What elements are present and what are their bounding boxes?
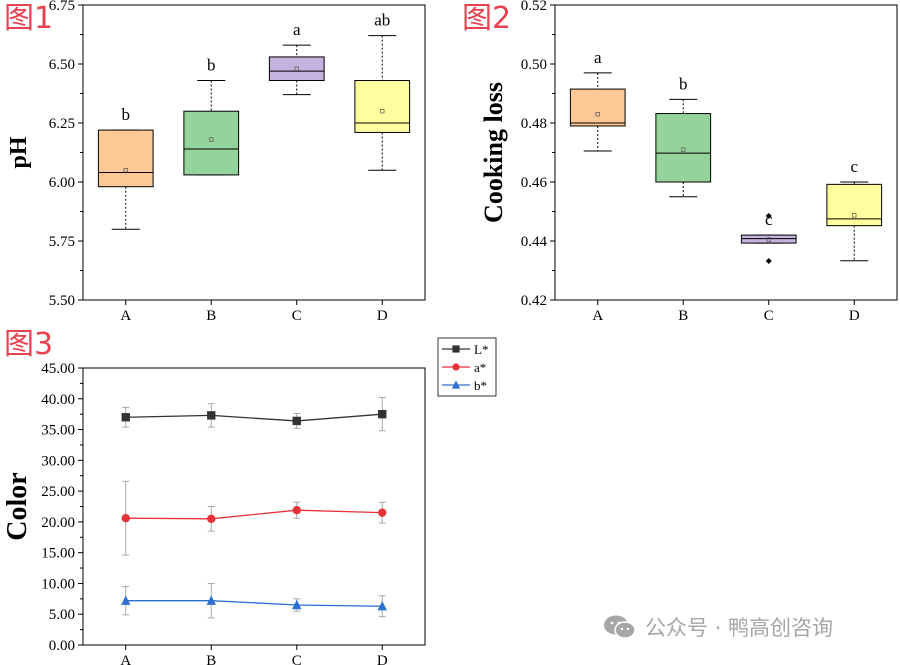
panel-1-box-B [183, 110, 240, 176]
panel-2-outlier [765, 258, 772, 265]
panel-1-xtick-label: D [377, 308, 388, 324]
panel-2-outlier [765, 212, 772, 219]
panel-2-mean-marker [852, 213, 857, 218]
panel-1-ytick-label: 6.50 [49, 57, 75, 73]
panel-2-mean-marker [766, 237, 771, 242]
panel-2-significance-letter: b [679, 74, 688, 93]
panel-1-ytick-label: 6.75 [49, 0, 75, 14]
panel-1-xtick-label: B [206, 308, 216, 324]
figure-label-3: 图3 [4, 327, 54, 362]
panel-3-ytick-label: 15.00 [41, 546, 75, 562]
panel-3-ytick-label: 20.00 [41, 515, 75, 531]
panel-2-box-A [569, 88, 626, 127]
panel-3-point-a* [207, 514, 216, 524]
panel-2-xtick-label: D [849, 308, 860, 324]
panel-3-ytick-label: 45.00 [41, 361, 75, 377]
panel-3-legend-label: a* [474, 360, 486, 375]
figure-label-2: 图2 [462, 1, 512, 36]
panel-1-ytick-label: 6.25 [49, 116, 75, 132]
panel-2-xtick-label: B [678, 308, 688, 324]
panel-2-xtick-label: A [592, 308, 603, 324]
panel-3-legend-marker [452, 345, 460, 353]
panel-2-significance-letter: c [765, 210, 773, 229]
panel-3-legend-label: b* [474, 378, 487, 393]
panel-3-point-L* [121, 413, 130, 422]
panel-1-significance-letter: a [293, 20, 301, 39]
wechat-icon [604, 615, 636, 639]
panel-3-ytick-label: 40.00 [41, 392, 75, 408]
panel-2-ytick-label: 0.44 [521, 234, 548, 250]
panel-1-ylabel: pH [6, 136, 32, 168]
panel-2-ytick-label: 0.42 [521, 293, 547, 309]
panel-2-mean-marker [595, 111, 600, 117]
panel-2-plot-frame [554, 4, 898, 301]
figure-label-1: 图1 [4, 1, 54, 36]
panel-3-ytick-label: 10.00 [41, 576, 75, 592]
panel-3-point-b* [206, 595, 216, 605]
panel-2-box-D [826, 183, 883, 227]
panel-2-significance-letter: c [850, 157, 858, 176]
panel-3-ytick-label: 25.00 [41, 484, 75, 500]
panel-2-ytick-label: 0.50 [521, 57, 547, 73]
panel-1-mean-marker [380, 109, 385, 114]
panel-1-xtick-label: C [292, 308, 302, 324]
panel-1-ytick-label: 5.50 [49, 293, 75, 309]
panel-1-significance-letter: ab [374, 11, 390, 30]
panel-3-ytick-label: 0.00 [49, 638, 75, 654]
panel-2-ytick-label: 0.46 [521, 175, 548, 191]
panel-2-significance-letter: a [594, 48, 602, 67]
panel-3-point-b* [121, 595, 131, 605]
panel-3-point-a* [378, 508, 387, 517]
panel-3-xtick-label: B [206, 653, 216, 665]
panel-3-point-b* [377, 601, 387, 611]
panel-3-legend-label: L* [474, 342, 488, 357]
panel-3-point-L* [378, 409, 387, 419]
panel-3-legend-marker [452, 363, 460, 371]
panel-2-ytick-label: 0.52 [521, 0, 547, 14]
panel-1-ytick-label: 5.75 [49, 234, 75, 250]
panel-1-box-A [97, 129, 154, 188]
panel-3-point-L* [292, 416, 301, 426]
panel-3-point-a* [121, 513, 130, 523]
panel-3-ytick-label: 5.00 [49, 607, 75, 623]
panel-3-xtick-label: A [120, 653, 131, 665]
panel-1-box-C [268, 56, 325, 82]
panel-2-ytick-label: 0.48 [521, 116, 547, 132]
panel-3-ytick-label: 30.00 [41, 453, 75, 469]
panel-1-significance-letter: b [122, 105, 131, 124]
panel-1-box-D [354, 80, 411, 133]
panel-3-point-L* [207, 411, 216, 420]
panel-2-xtick-label: C [764, 308, 774, 324]
panel-3-series-line-2 [125, 600, 383, 607]
panel-1-mean-marker [209, 137, 214, 142]
panel-1-xtick-label: A [120, 308, 131, 324]
watermark-text: 公众号 · 鸭高创咨询 [645, 616, 834, 640]
panel-3-legend-marker [451, 380, 461, 389]
panel-3-xtick-label: C [292, 653, 302, 665]
panel-3-series-line-1 [125, 509, 383, 520]
panel-3-ytick-label: 35.00 [41, 423, 75, 439]
panel-2-ylabel: Cooking loss [479, 82, 508, 223]
panel-3-point-a* [292, 505, 301, 515]
panel-1-mean-marker [123, 168, 128, 173]
watermark: 公众号 · 鸭高创咨询 [603, 612, 833, 642]
panel-3-point-b* [292, 599, 302, 610]
panel-1-mean-marker [294, 66, 299, 71]
panel-2-mean-marker [681, 147, 686, 152]
panel-1-significance-letter: b [207, 56, 216, 75]
panel-3-ylabel: Color [2, 472, 33, 540]
panel-3-series-line-0 [125, 413, 383, 422]
panel-3-xtick-label: D [377, 653, 388, 665]
panel-1-ytick-label: 6.00 [49, 175, 75, 191]
